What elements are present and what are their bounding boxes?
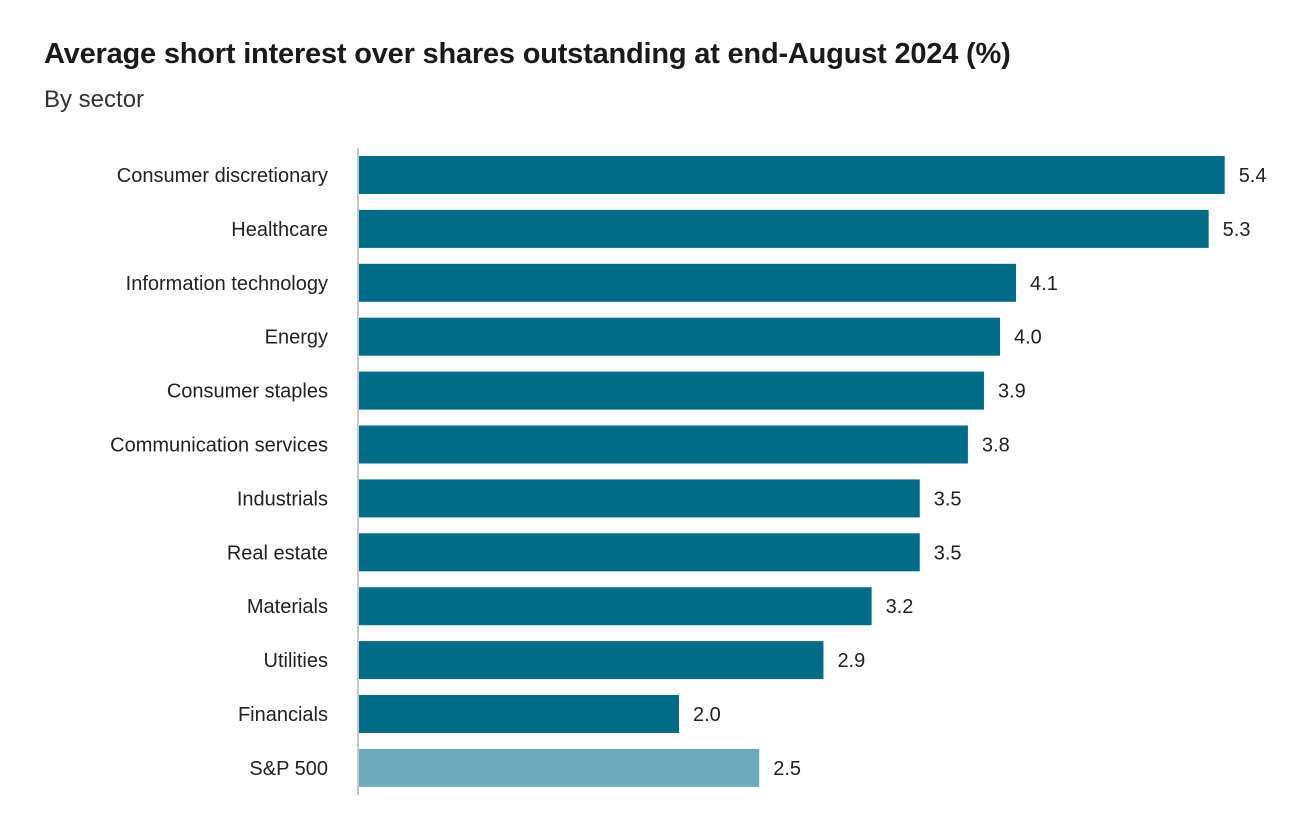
bar [358, 156, 1225, 194]
bar [358, 641, 824, 680]
category-label: Industrials [237, 488, 328, 510]
data-label: 3.5 [934, 488, 962, 510]
bar [358, 587, 872, 626]
data-label: 5.3 [1223, 219, 1251, 241]
bar [358, 371, 984, 410]
data-label: 5.4 [1239, 165, 1267, 187]
category-label: Information technology [126, 273, 328, 295]
bar [358, 479, 920, 518]
category-label: Energy [265, 327, 328, 349]
bar [358, 533, 920, 572]
category-label: Real estate [227, 542, 328, 564]
bar [358, 209, 1209, 248]
category-label: Utilities [264, 650, 328, 672]
data-label: 3.2 [886, 596, 914, 618]
data-label: 2.0 [693, 704, 721, 726]
chart-title: Average short interest over shares outst… [44, 38, 1011, 70]
data-label: 4.0 [1014, 327, 1042, 349]
category-label: Healthcare [231, 219, 328, 241]
data-label: 2.5 [773, 758, 801, 780]
data-label: 2.9 [837, 650, 865, 672]
bar [358, 425, 968, 464]
category-label: Consumer discretionary [117, 165, 328, 187]
chart-subtitle: By sector [44, 86, 145, 113]
bar [358, 263, 1017, 302]
bar [358, 748, 760, 787]
data-label: 3.8 [982, 435, 1010, 457]
category-label: Communication services [110, 435, 328, 457]
bar [358, 317, 1000, 356]
category-label: Financials [238, 704, 328, 726]
bar [358, 695, 679, 733]
category-label: Consumer staples [167, 381, 328, 403]
data-label: 4.1 [1030, 273, 1058, 295]
data-label: 3.5 [934, 542, 962, 564]
category-label: Materials [247, 596, 328, 618]
data-label: 3.9 [998, 381, 1026, 403]
category-label: S&P 500 [249, 758, 328, 780]
